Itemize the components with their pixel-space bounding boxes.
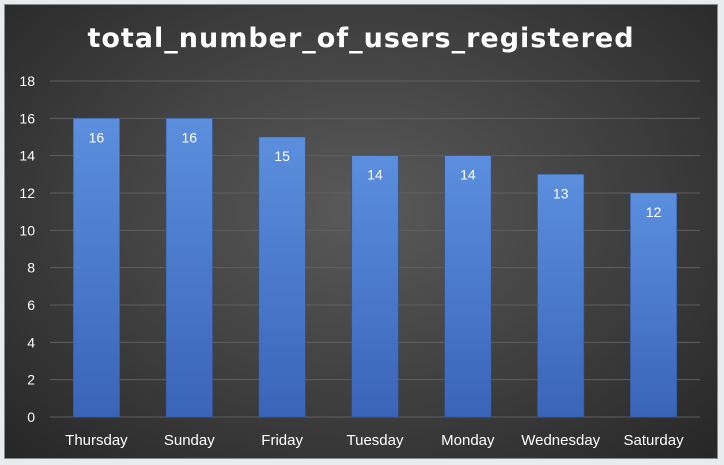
bar-saturday <box>630 192 678 418</box>
data-label: 14 <box>367 167 383 183</box>
x-tick-label: Monday <box>441 432 495 449</box>
bar-chart: 0 2 4 6 8 10 12 14 16 18 16 Thursday 16 Sunday 15 Frida… <box>19 73 700 449</box>
bar-thursday <box>72 118 120 418</box>
chart-area: total_number_of_users_registered 0 2 4 6 8 10… <box>4 4 718 459</box>
chart-title: total_number_of_users_registered <box>87 23 635 54</box>
y-tick-label: 10 <box>19 222 35 238</box>
x-tick-label: Friday <box>261 432 303 449</box>
y-tick-label: 14 <box>19 148 35 164</box>
x-tick-label: Saturday <box>624 432 685 449</box>
bar-wednesday <box>537 174 585 418</box>
y-tick-label: 2 <box>27 372 35 388</box>
y-tick-label: 0 <box>27 409 35 425</box>
y-tick-label: 6 <box>27 297 35 313</box>
bar-sunday <box>165 118 213 418</box>
y-tick-label: 16 <box>19 110 35 126</box>
bar-tuesday <box>351 155 399 418</box>
y-tick-label: 12 <box>19 185 35 201</box>
y-tick-label: 8 <box>27 260 35 276</box>
x-tick-label: Sunday <box>164 432 215 449</box>
x-tick-label: Thursday <box>65 432 128 449</box>
bar-monday <box>444 155 492 418</box>
data-label: 16 <box>89 129 105 145</box>
x-tick-label: Wednesday <box>521 432 600 449</box>
x-tick-label: Tuesday <box>347 432 404 449</box>
data-label: 14 <box>460 167 476 183</box>
y-tick-label: 4 <box>27 334 35 350</box>
data-label: 13 <box>553 185 569 201</box>
y-tick-label: 18 <box>19 73 35 89</box>
data-label: 16 <box>181 129 197 145</box>
data-label: 12 <box>646 204 662 220</box>
data-label: 15 <box>274 148 290 164</box>
bar-friday <box>258 136 306 418</box>
